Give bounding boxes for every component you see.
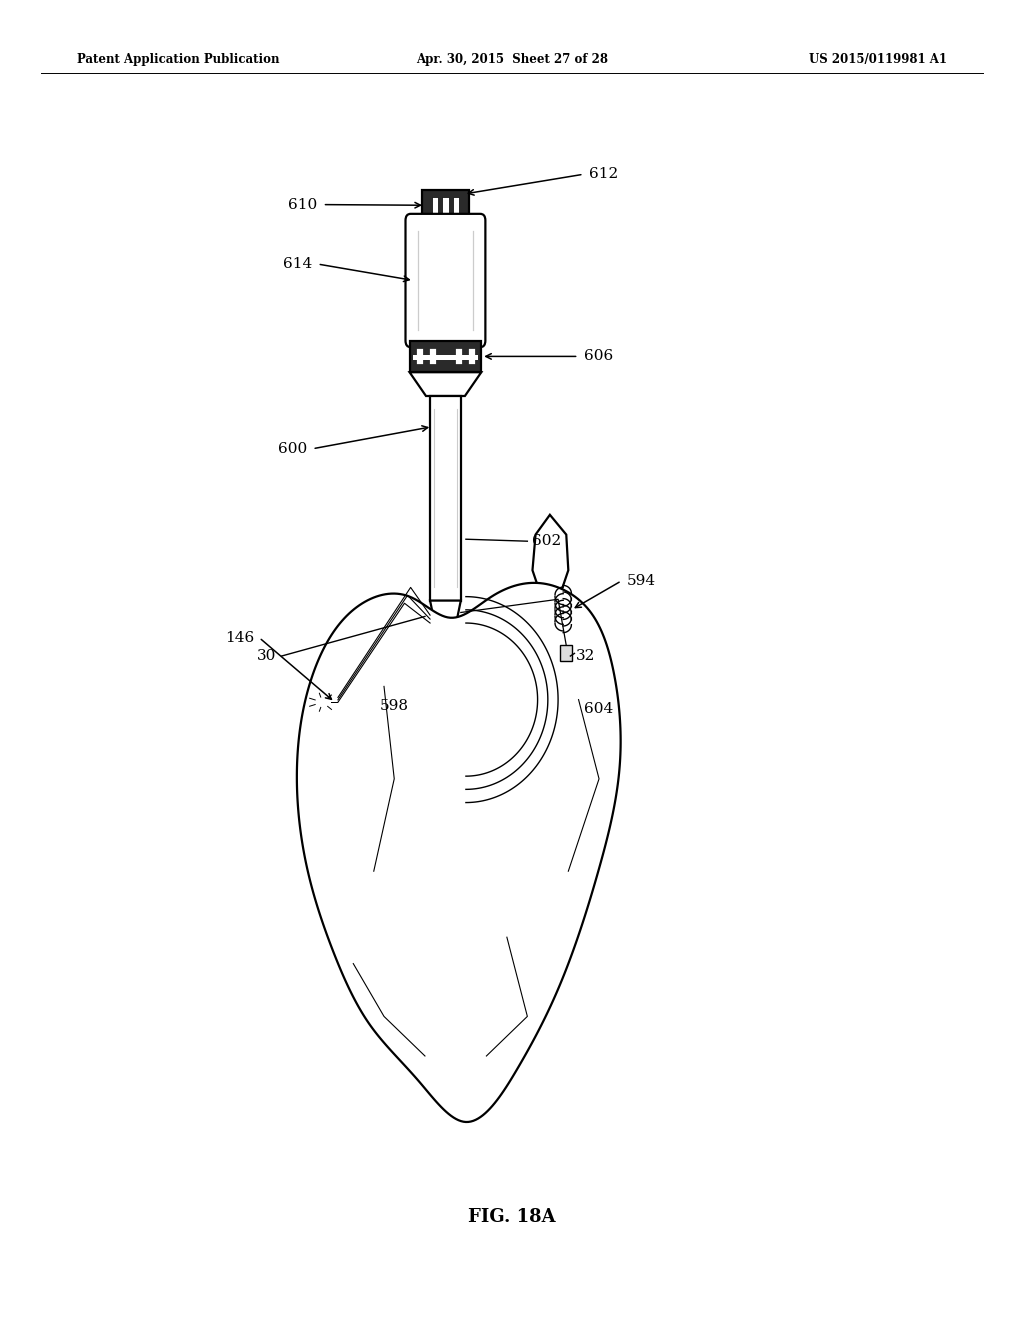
Text: 32: 32 [575, 649, 595, 663]
Text: 30: 30 [257, 649, 276, 663]
Bar [410, 341, 481, 372]
Text: 604: 604 [584, 702, 613, 715]
Bar [442, 197, 449, 214]
Bar [427, 220, 464, 227]
Bar [413, 355, 478, 360]
Text: 602: 602 [532, 535, 562, 548]
Polygon shape [430, 601, 461, 623]
Bar [422, 190, 469, 220]
Text: 610: 610 [288, 198, 317, 211]
Bar [468, 348, 475, 364]
Bar [453, 197, 459, 214]
Text: FIG. 18A: FIG. 18A [468, 1208, 556, 1226]
Bar [429, 348, 436, 364]
Text: US 2015/0119981 A1: US 2015/0119981 A1 [809, 53, 947, 66]
Text: 598: 598 [380, 700, 409, 713]
Text: 146: 146 [224, 631, 254, 644]
Text: 612: 612 [589, 168, 618, 181]
Polygon shape [297, 583, 621, 1122]
FancyBboxPatch shape [406, 214, 485, 347]
Bar [432, 197, 438, 214]
Bar [430, 396, 461, 601]
Polygon shape [532, 515, 568, 601]
Text: Apr. 30, 2015  Sheet 27 of 28: Apr. 30, 2015 Sheet 27 of 28 [416, 53, 608, 66]
Text: 600: 600 [278, 442, 307, 455]
Bar [416, 348, 423, 364]
Polygon shape [410, 372, 481, 396]
Text: 614: 614 [283, 257, 312, 271]
Bar [560, 645, 572, 661]
Text: 594: 594 [627, 574, 655, 587]
Bar [455, 348, 462, 364]
Text: Patent Application Publication: Patent Application Publication [77, 53, 280, 66]
Text: 606: 606 [584, 350, 613, 363]
